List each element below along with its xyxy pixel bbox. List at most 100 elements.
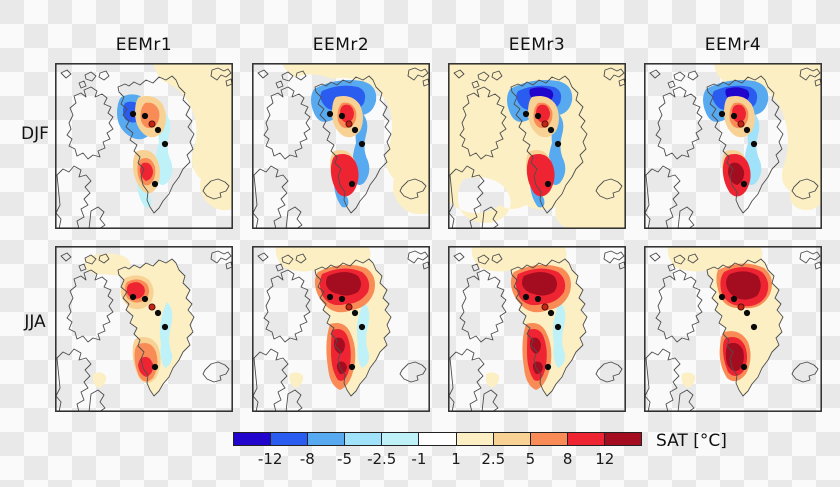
panel-border — [55, 63, 233, 229]
site-marker-4 — [154, 126, 162, 134]
anomaly-blob-djf_tan_2 — [282, 63, 430, 215]
site-marker-6 — [544, 180, 552, 188]
coastline-topisles — [60, 69, 110, 89]
anomaly-blob-jja_east_cyan — [356, 302, 370, 368]
coastline-ellesmere — [66, 86, 114, 160]
panel-border — [252, 246, 430, 412]
site-marker-6 — [740, 363, 748, 371]
colorbar-tick--12: -12 — [257, 450, 283, 468]
site-marker-2 — [534, 112, 542, 120]
coastline-ellesmere — [459, 86, 507, 160]
column-title-eemr1: EEMr1 — [115, 35, 173, 55]
site-marker-2 — [141, 295, 149, 303]
site-marker-6 — [348, 363, 356, 371]
anomaly-blob-jja_east_cyan — [552, 302, 566, 368]
colorbar-segment-8 — [492, 433, 530, 445]
site-marker-5 — [161, 323, 169, 331]
anomaly-blob-cs_red — [140, 162, 153, 181]
site-marker-3 — [148, 120, 156, 128]
site-marker-4 — [743, 309, 751, 317]
site-marker-1 — [522, 110, 530, 118]
site-marker-1 — [129, 110, 137, 118]
map-svg-jja-eemr2 — [252, 246, 430, 412]
site-marker-5 — [554, 140, 562, 148]
coastline-baffin — [448, 165, 485, 229]
site-marker-6 — [151, 363, 159, 371]
coastline-greenland — [314, 258, 392, 397]
site-marker-6 — [740, 180, 748, 188]
map-panel-djf-eemr1 — [55, 63, 233, 229]
map-svg-jja-eemr1 — [55, 246, 233, 412]
colorbar-segment-7 — [455, 433, 493, 445]
coastline-baffin2 — [481, 206, 499, 229]
colorbar-segment-3 — [307, 433, 345, 445]
site-marker-2 — [141, 112, 149, 120]
coastline-baffin2 — [88, 389, 106, 412]
coastline-baffin — [55, 165, 92, 229]
site-marker-6 — [348, 180, 356, 188]
colorbar-tick-2.5: 2.5 — [481, 450, 506, 468]
coastline-ellesmere — [655, 86, 703, 160]
panel-border — [448, 246, 626, 412]
site-marker-2 — [338, 295, 346, 303]
anomaly-blob-djf_tan_3 — [448, 63, 626, 229]
site-marker-1 — [326, 293, 334, 301]
colorbar-segment-11 — [603, 433, 642, 445]
coastline-topisles — [60, 252, 110, 272]
site-marker-5 — [750, 140, 758, 148]
coastline-ellesmere — [263, 86, 311, 160]
coastline-baffin2 — [285, 206, 303, 229]
colorbar-segment-5 — [381, 433, 419, 445]
site-marker-4 — [743, 126, 751, 134]
site-marker-5 — [161, 140, 169, 148]
coastline-iceland — [595, 361, 623, 383]
colorbar-segment-2 — [270, 433, 308, 445]
coastline-baffin — [55, 348, 92, 412]
coastline-baffin2 — [88, 206, 106, 229]
coastline-iceland — [791, 178, 819, 200]
site-marker-4 — [547, 309, 555, 317]
coastline-svalbard — [407, 250, 430, 270]
colorbar-tick--5: -5 — [337, 450, 353, 468]
colorbar-tick-12: 12 — [595, 450, 615, 468]
coastline-baffin — [448, 348, 485, 412]
site-marker-1 — [718, 110, 726, 118]
site-marker-4 — [154, 309, 162, 317]
site-marker-4 — [547, 126, 555, 134]
map-svg-djf-eemr2 — [252, 63, 430, 229]
coastline-baffin2 — [285, 389, 303, 412]
map-panel-djf-eemr4 — [644, 63, 822, 229]
site-marker-3 — [345, 120, 353, 128]
coastline-topisles — [453, 252, 503, 272]
site-marker-1 — [718, 293, 726, 301]
coastline-baffin2 — [481, 389, 499, 412]
map-svg-djf-eemr4 — [644, 63, 822, 229]
anomaly-blob-jja_s_dark — [530, 337, 543, 374]
anomaly-blob-djf_tan_4 — [714, 63, 822, 211]
map-svg-djf-eemr3 — [448, 63, 626, 229]
panel-border — [644, 63, 822, 229]
panel-border — [252, 63, 430, 229]
row-label-djf: DJF — [21, 124, 49, 144]
colorbar-segment-6 — [418, 433, 456, 445]
coastline-baffin — [644, 165, 681, 229]
coastline-ellesmere — [263, 269, 311, 343]
coastline-iceland — [791, 361, 819, 383]
coastline-iceland — [595, 178, 623, 200]
coastline-baffin2 — [677, 206, 695, 229]
colorbar-tick--2.5: -2.5 — [367, 450, 397, 468]
coastline-baffin — [252, 165, 289, 229]
coastline-greenland — [706, 75, 784, 214]
coastline-baffin2 — [677, 389, 695, 412]
site-marker-5 — [358, 323, 366, 331]
coastline-ellesmere — [655, 269, 703, 343]
column-title-eemr4: EEMr4 — [704, 35, 762, 55]
coastline-greenland — [314, 75, 392, 214]
anomaly-blob-jja_baffin_tan — [289, 372, 304, 388]
map-panel-jja-eemr4 — [644, 246, 822, 412]
coastline-iceland — [399, 178, 427, 200]
site-marker-5 — [358, 140, 366, 148]
panel-border — [55, 246, 233, 412]
coastline-iceland — [202, 178, 230, 200]
coastline-ellesmere — [459, 269, 507, 343]
